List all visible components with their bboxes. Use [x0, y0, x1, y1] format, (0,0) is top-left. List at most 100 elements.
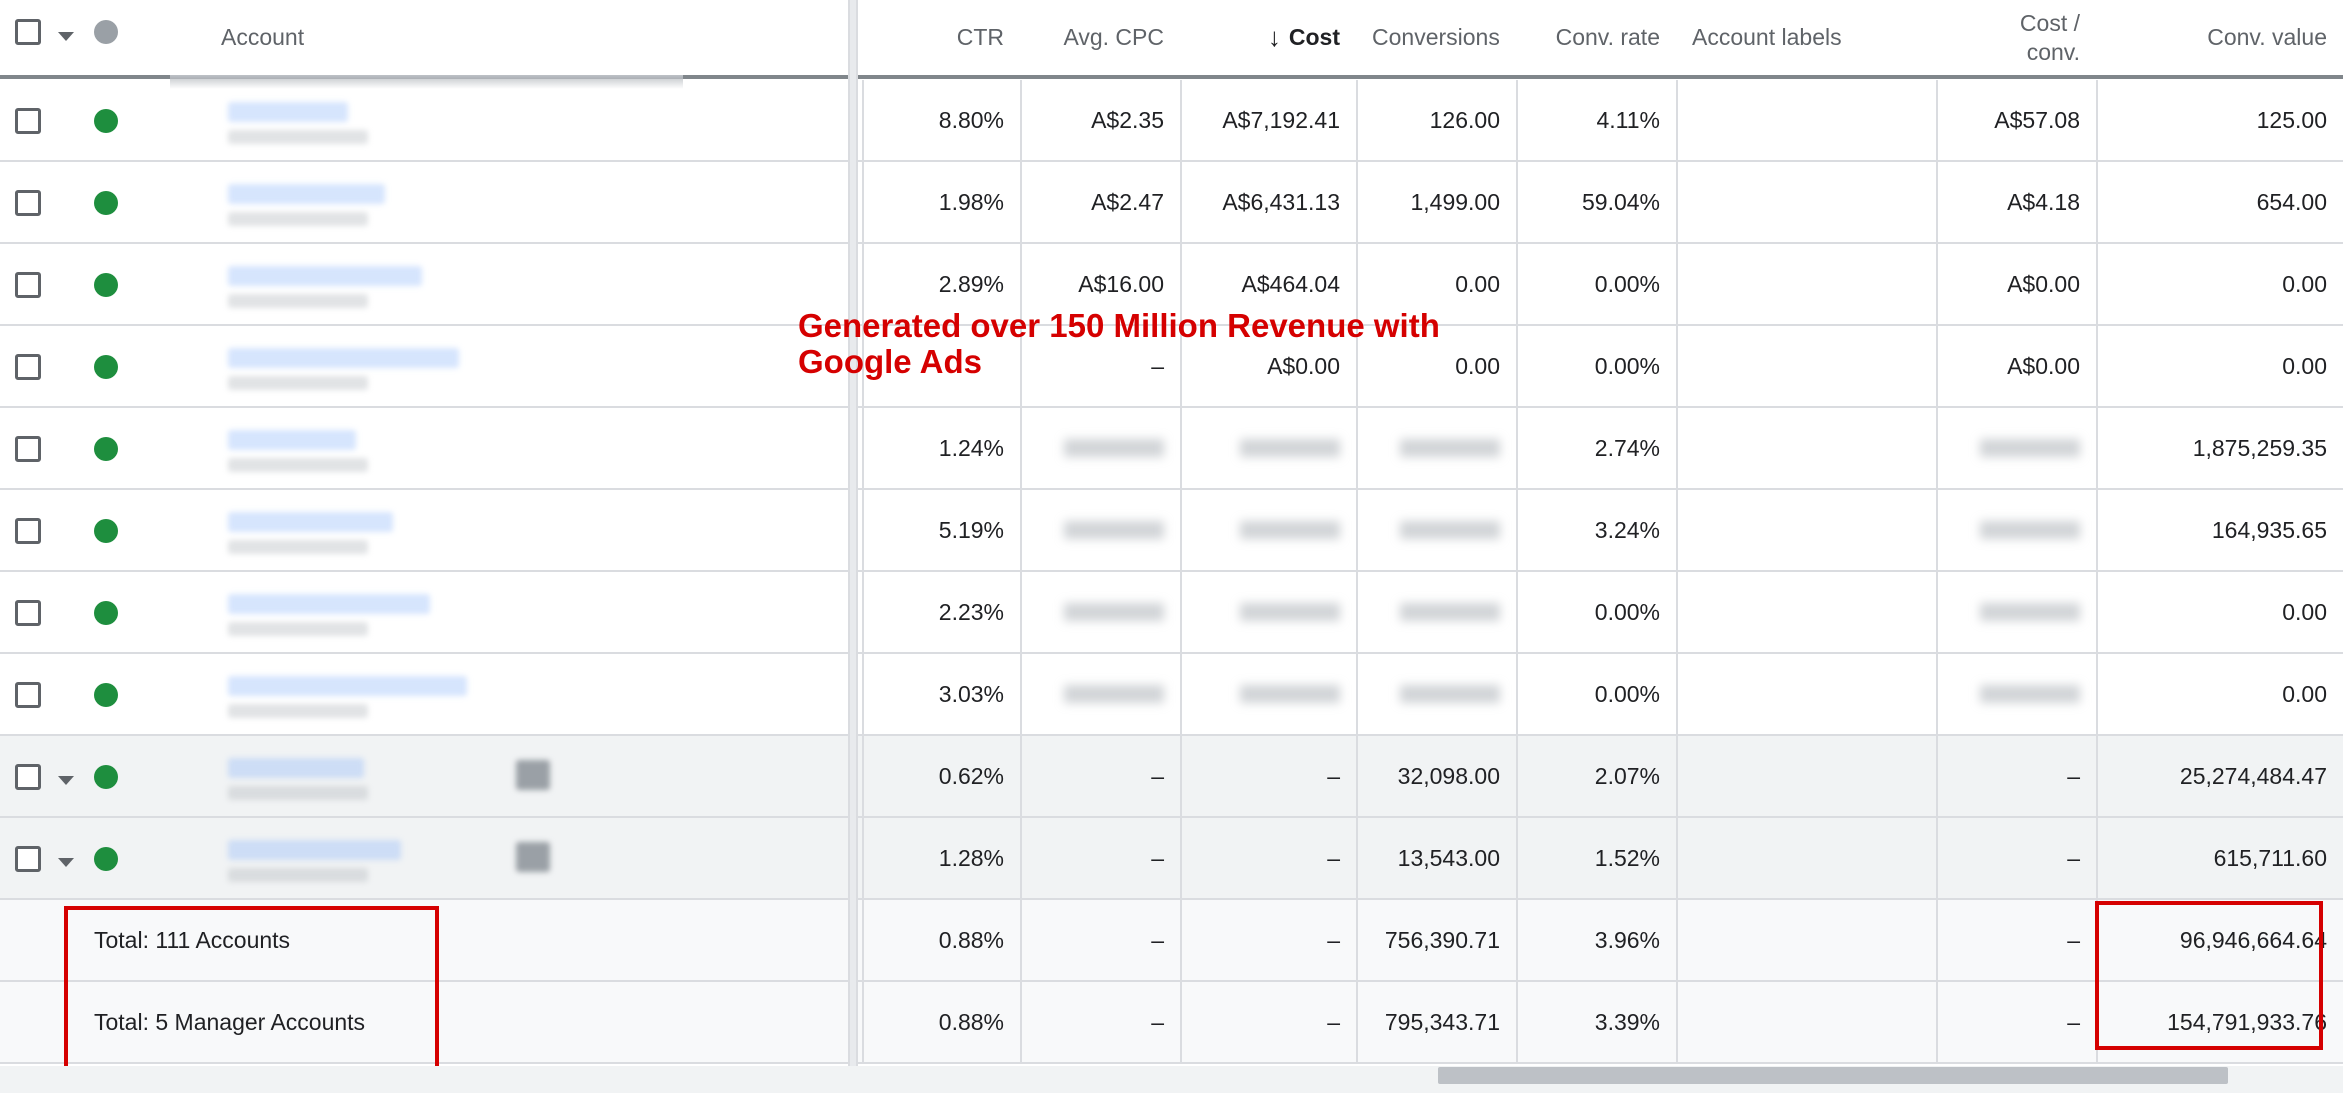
account-name-link-redacted[interactable] — [228, 840, 401, 860]
account-name-link-redacted[interactable] — [228, 266, 422, 286]
cell-ctr: 5.19% — [938, 516, 1004, 543]
cell-conv-value: 96,946,664.64 — [2179, 926, 2327, 953]
select-all-checkbox[interactable] — [15, 19, 41, 45]
manager-account-row[interactable]: 0.62% – – 32,098.00 2.07% – 25,274,484.47 — [0, 736, 2343, 818]
totals-row: Total: 5 Manager Accounts 0.88% – – 795,343.… — [0, 982, 2343, 1064]
column-divider — [1356, 900, 1358, 980]
row-checkbox[interactable] — [15, 108, 41, 134]
column-header-avg-cpc[interactable]: Avg. CPC — [1063, 24, 1164, 51]
row-checkbox[interactable] — [15, 846, 41, 872]
table-row[interactable]: 8.80% A$2.35 A$7,192.41 126.00 4.11% A$57.08 1… — [0, 80, 2343, 162]
revenue-annotation-line2: Google Ads — [798, 343, 982, 380]
row-checkbox[interactable] — [15, 436, 41, 462]
redacted-value-blur — [1064, 521, 1164, 539]
column-header-conv-value[interactable]: Conv. value — [2207, 24, 2327, 51]
column-divider — [2096, 80, 2098, 160]
table-row[interactable]: 3.03% 0.00% 0.00 — [0, 654, 2343, 736]
cell-ctr: 0.88% — [938, 926, 1004, 953]
cell-cost: A$464.04 — [1241, 270, 1340, 297]
column-divider — [1936, 80, 1938, 160]
cell-conv-rate: 3.96% — [1594, 926, 1660, 953]
column-divider — [1936, 736, 1938, 816]
account-name-link-redacted[interactable] — [228, 758, 364, 778]
status-enabled-icon — [94, 109, 118, 133]
column-divider — [2096, 408, 2098, 488]
table-row[interactable]: 2.23% 0.00% 0.00 — [0, 572, 2343, 654]
column-header-conversions[interactable]: Conversions — [1372, 24, 1500, 50]
cell-conv-value: 654.00 — [2256, 188, 2327, 215]
column-divider — [1676, 654, 1678, 734]
column-divider — [2096, 490, 2098, 570]
column-divider — [1676, 818, 1678, 898]
redacted-value — [1936, 572, 2096, 652]
account-name-link-redacted[interactable] — [228, 676, 467, 696]
column-divider — [1356, 244, 1358, 324]
column-divider — [2096, 326, 2098, 406]
redacted-value-blur — [1064, 603, 1164, 621]
manager-account-row[interactable]: 1.28% – – 13,543.00 1.52% – 615,711.60 — [0, 818, 2343, 900]
account-id-redacted — [228, 458, 368, 472]
redacted-value-blur — [1400, 603, 1500, 621]
totals-label: Total: 111 Accounts — [94, 926, 291, 953]
column-divider — [862, 982, 864, 1062]
redacted-value — [1936, 408, 2096, 488]
column-divider — [1180, 736, 1182, 816]
row-checkbox[interactable] — [15, 682, 41, 708]
column-header-ctr[interactable]: CTR — [956, 24, 1004, 51]
table-row[interactable]: 5.19% 3.24% 164,935.65 — [0, 490, 2343, 572]
cell-conv-value: 615,711.60 — [2213, 844, 2327, 871]
column-divider — [1516, 736, 1518, 816]
column-divider — [1676, 408, 1678, 488]
row-checkbox[interactable] — [15, 354, 41, 380]
account-name-link-redacted[interactable] — [228, 184, 385, 204]
row-checkbox[interactable] — [15, 272, 41, 298]
column-divider — [1180, 982, 1182, 1062]
redacted-value-blur — [1400, 439, 1500, 457]
table-header: Account CTR Avg. CPC ↓ Cost Conversions … — [0, 0, 2343, 79]
cell-avg-cpc: – — [1151, 926, 1164, 953]
column-divider — [1356, 490, 1358, 570]
column-divider — [1180, 162, 1182, 242]
expand-caret-icon[interactable] — [58, 858, 74, 867]
totals-label-highlight-box — [64, 906, 439, 1079]
cell-ctr: 8.80% — [938, 106, 1004, 133]
select-menu-caret-icon[interactable] — [58, 32, 74, 41]
column-header-account[interactable]: Account — [221, 24, 305, 50]
column-header-conv-rate[interactable]: Conv. rate — [1555, 24, 1660, 51]
cell-cost: A$0.00 — [1267, 352, 1340, 379]
frozen-column-divider[interactable] — [848, 0, 858, 1066]
column-header-account-labels[interactable]: Account labels — [1692, 24, 1842, 50]
cell-conv-value: 154,791,933.76 — [2167, 1008, 2327, 1035]
cell-conv-value: 164,935.65 — [2211, 516, 2327, 543]
table-row[interactable]: 2.89% A$16.00 A$464.04 0.00 0.00% A$0.00 0.00 — [0, 244, 2343, 326]
row-checkbox[interactable] — [15, 764, 41, 790]
account-name-link-redacted[interactable] — [228, 594, 430, 614]
column-divider — [1180, 326, 1182, 406]
totals-label: Total: 5 Manager Accounts — [94, 1008, 366, 1035]
column-divider — [862, 654, 864, 734]
account-name-link-redacted[interactable] — [228, 512, 393, 532]
row-checkbox[interactable] — [15, 518, 41, 544]
horizontal-scrollbar-thumb[interactable] — [1438, 1067, 2228, 1084]
column-divider — [1676, 982, 1678, 1062]
column-divider — [1936, 244, 1938, 324]
column-divider — [1020, 326, 1022, 406]
cell-cost-per-conv: A$57.08 — [1994, 106, 2080, 133]
account-name-link-redacted[interactable] — [228, 102, 348, 122]
column-divider — [1516, 654, 1518, 734]
account-name-link-redacted[interactable] — [228, 348, 459, 368]
table-row[interactable]: 1.98% A$2.47 A$6,431.13 1,499.00 59.04% A$4.1… — [0, 162, 2343, 244]
column-header-cost-per-conv[interactable]: Cost / conv. — [1936, 0, 2096, 75]
column-header-cost[interactable]: ↓ Cost — [1180, 0, 1356, 75]
row-checkbox[interactable] — [15, 600, 41, 626]
account-name-link-redacted[interactable] — [228, 430, 356, 450]
table-row[interactable]: 1.24% 2.74% 1,875,259.35 — [0, 408, 2343, 490]
redacted-value-blur — [1980, 521, 2080, 539]
column-divider — [1020, 736, 1022, 816]
status-column-icon[interactable] — [94, 20, 118, 44]
table-row[interactable]: – A$0.00 0.00 0.00% A$0.00 0.00 — [0, 326, 2343, 408]
expand-caret-icon[interactable] — [58, 776, 74, 785]
column-divider — [1676, 572, 1678, 652]
row-checkbox[interactable] — [15, 190, 41, 216]
cell-cost: A$6,431.13 — [1222, 188, 1340, 215]
